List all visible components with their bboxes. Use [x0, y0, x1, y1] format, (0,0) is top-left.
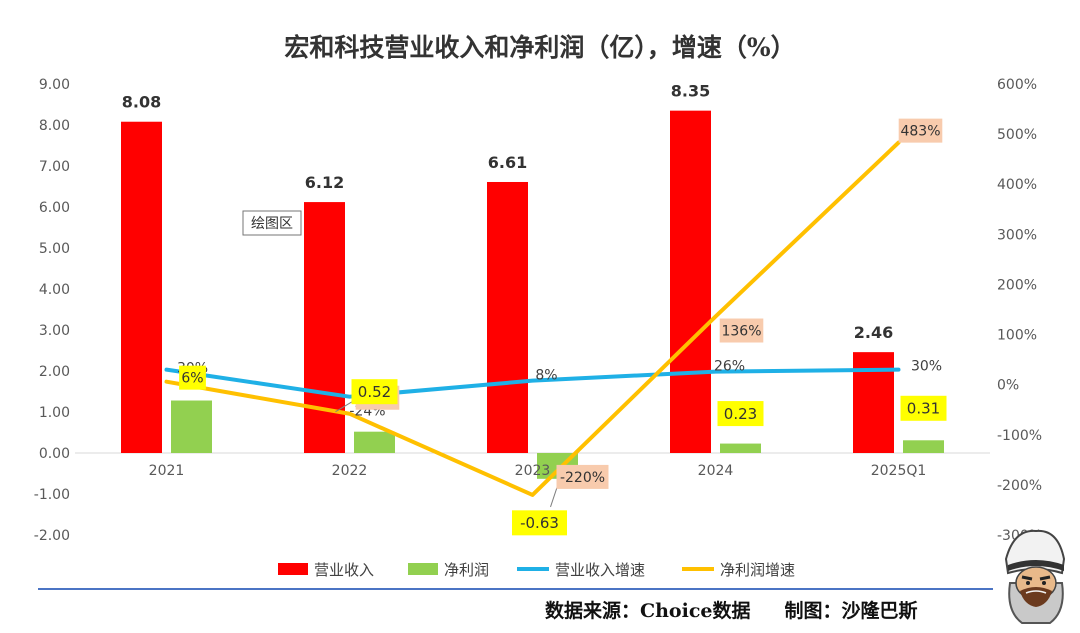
y-left-tick-label: 6.00 [39, 200, 70, 216]
source-text: 数据来源：Choice数据 [545, 600, 751, 622]
revenue-bar [487, 181, 528, 454]
profit-data-label: 0.31 [900, 395, 947, 421]
profit-growth-label-text: -220% [560, 470, 605, 486]
profit-data-label: 0.52 [351, 379, 398, 405]
revenue-growth-label: 30% [911, 359, 942, 375]
x-tick-label: 2023 [515, 463, 551, 479]
profit-data-label-text: 0.52 [358, 383, 391, 401]
y-left-tick-label: 7.00 [39, 159, 70, 175]
profit-bar [171, 400, 212, 453]
y-left-tick-label: 9.00 [39, 77, 70, 93]
revenue-data-label: 2.46 [854, 323, 893, 342]
revenue-bar [304, 202, 345, 453]
y-right-tick-label: 500% [997, 127, 1037, 143]
profit-data-label-bg [351, 379, 398, 405]
y-left-tick-label: 3.00 [39, 323, 70, 339]
legend-label: 净利润 [444, 561, 489, 579]
profit-growth-line [164, 140, 901, 497]
revenue-data-label: 6.61 [488, 153, 527, 172]
plot-area-tooltip: 绘图区 [242, 210, 302, 236]
profit-bar [354, 431, 395, 453]
revenue-bar [121, 121, 162, 453]
legend-label: 营业收入增速 [555, 561, 645, 579]
y-right-tick-label: 100% [997, 328, 1037, 344]
y-left-tick-label: 0.00 [39, 446, 70, 462]
profit-bar [903, 440, 944, 453]
x-tick-label: 2025Q1 [871, 463, 927, 479]
profit-growth-label-bg [556, 464, 609, 489]
footer-source: 数据来源：Choice数据 制图：沙隆巴斯 [545, 596, 918, 623]
profit-data-label-bg [900, 395, 947, 421]
chart-area: 9.00 8.00 7.00 6.00 5.00 4.00 3.00 2.00 1.00 0.00… [34, 77, 1042, 579]
revenue-data-label: 8.08 [122, 93, 161, 112]
y-left-tick-label: 4.00 [39, 282, 70, 298]
profit-data-label-text: 0.23 [724, 405, 757, 423]
chart-title: 宏和科技营业收入和净利润（亿），增速（%） [284, 33, 796, 62]
profit-data-label-text: 0.31 [907, 400, 940, 418]
profit-data-label: -0.63 [512, 510, 567, 536]
y-left-tick-label: 5.00 [39, 241, 70, 257]
profit-growth-label: 6% [179, 365, 206, 390]
x-tick-label: 2022 [332, 463, 368, 479]
profit-growth-label: 136% [719, 318, 764, 343]
x-tick-label: 2024 [698, 463, 734, 479]
legend-swatch [278, 563, 308, 575]
y-left-tick-label: -2.00 [34, 528, 70, 544]
y-left-tick-label: -1.00 [34, 487, 70, 503]
y-right-tick-label: 600% [997, 77, 1037, 93]
y-left-tick-label: 1.00 [39, 405, 70, 421]
profit-growth-label-bg [898, 118, 943, 143]
y-right-tick-label: 0% [997, 378, 1019, 394]
revenue-growth-line [164, 367, 901, 399]
legend-label: 净利润增速 [720, 561, 795, 579]
y-right-tick-label: -200% [997, 478, 1042, 494]
profit-growth-label-text: 6% [181, 371, 203, 387]
profit-data-label-bg [512, 510, 567, 536]
profit-growth-label: -220% [556, 464, 609, 489]
revenue-data-label: 6.12 [305, 173, 344, 192]
profit-growth-label-bg [179, 365, 206, 390]
revenue-growth-label: 26% [714, 359, 745, 375]
y-right-tick-label: -100% [997, 428, 1042, 444]
author-text: 制图：沙隆巴斯 [784, 600, 918, 622]
revenue-bar [853, 352, 894, 453]
y-right-tick-label: 400% [997, 177, 1037, 193]
profit-data-label-text: -0.63 [520, 514, 559, 532]
profit-bar [720, 443, 761, 453]
footer-divider [38, 588, 993, 590]
y-right-tick-label: 200% [997, 277, 1037, 293]
plot-area-tooltip-text: 绘图区 [251, 216, 293, 232]
y-right-tick-label: 300% [997, 227, 1037, 243]
author-avatar-icon [1004, 529, 1066, 624]
revenue-growth-label: 8% [535, 368, 557, 384]
legend-swatch [408, 563, 438, 575]
profit-growth-label-text: 483% [900, 124, 940, 140]
plot-area-tooltip-bg [242, 210, 302, 236]
profit-data-label-bg [717, 401, 764, 427]
profit-growth-label-bg [719, 318, 764, 343]
revenue-data-label: 8.35 [671, 82, 710, 101]
revenue-bar [670, 110, 711, 454]
profit-growth-label-text: 136% [721, 324, 761, 340]
profit-growth-label: 483% [898, 118, 943, 143]
legend-label: 营业收入 [314, 561, 374, 579]
y-left-tick-label: 2.00 [39, 364, 70, 380]
x-tick-label: 2021 [149, 463, 185, 479]
profit-data-label: 0.23 [717, 401, 764, 427]
y-left-tick-label: 8.00 [39, 118, 70, 134]
